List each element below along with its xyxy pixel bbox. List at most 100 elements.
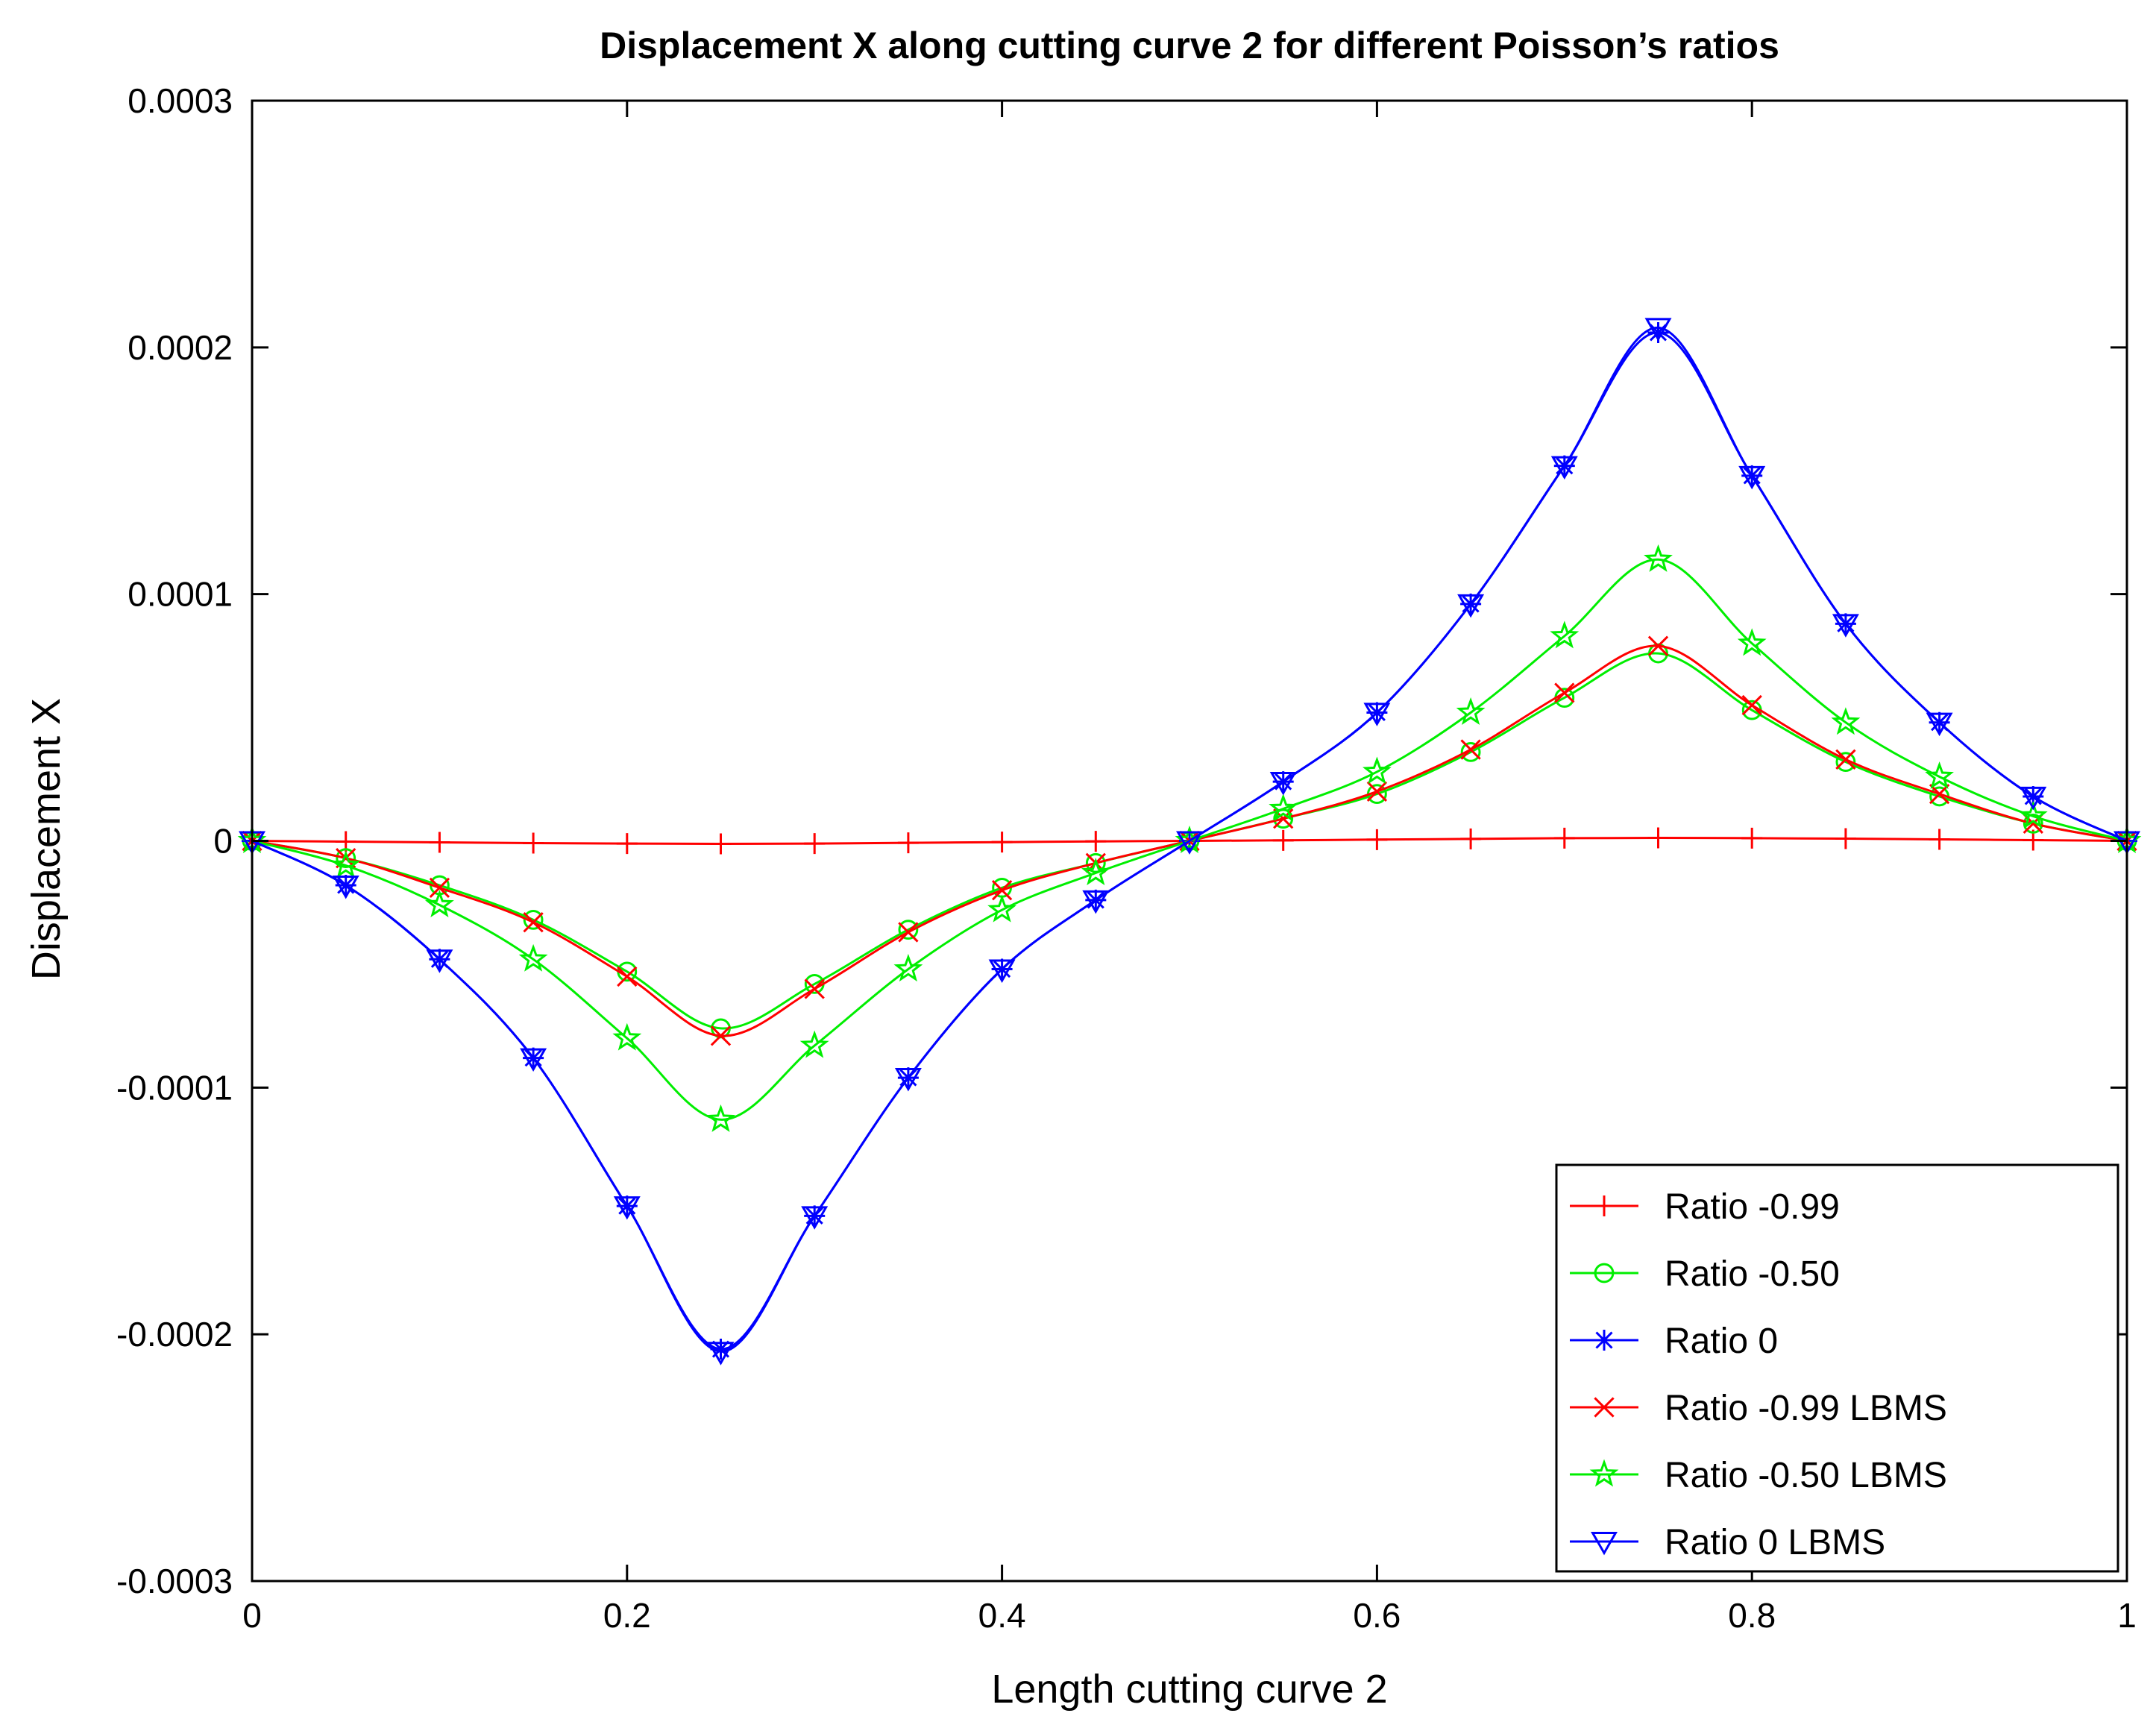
data-point <box>988 959 1016 983</box>
legend-label: Ratio -0.99 <box>1665 1187 1840 1227</box>
legend-label: Ratio 0 <box>1665 1322 1778 1361</box>
data-point <box>1741 827 1763 849</box>
data-point <box>1831 707 1861 735</box>
data-point <box>1647 827 1669 849</box>
data-point <box>1272 829 1294 851</box>
data-point <box>1460 742 1481 762</box>
data-point <box>710 1339 732 1360</box>
data-point <box>518 943 548 972</box>
data-point <box>801 1206 829 1230</box>
data-point <box>426 949 453 973</box>
legend-label: Ratio -0.50 <box>1665 1254 1840 1294</box>
legend-marker <box>1594 1263 1615 1283</box>
legend-marker <box>1594 1330 1615 1351</box>
data-point <box>429 832 450 853</box>
legend-marker <box>1589 1459 1619 1487</box>
data-point <box>1644 544 1673 572</box>
x-tick-label: 0.6 <box>1353 1596 1401 1635</box>
data-point <box>332 876 359 899</box>
y-tick-label: 0.0002 <box>128 328 233 367</box>
data-point <box>991 832 1013 853</box>
data-point <box>1929 783 1950 805</box>
data-point <box>1835 828 1856 849</box>
data-point <box>331 850 361 879</box>
data-point <box>1085 831 1107 852</box>
chart-title: Displacement X along cutting curve 2 for… <box>600 25 1779 66</box>
data-point <box>706 1104 735 1132</box>
data-point <box>1082 890 1110 914</box>
data-point <box>1269 794 1298 821</box>
axes: 0 0.2 0.4 0.6 0.8 1 -0.0003 -0.0002 -0.0001 0 0.00… <box>116 81 2137 1635</box>
data-point <box>424 890 454 917</box>
data-point <box>987 894 1017 923</box>
data-point <box>1366 781 1388 802</box>
y-tick-label: 0.0001 <box>128 575 233 614</box>
legend-marker <box>1594 1397 1615 1418</box>
data-point <box>520 1048 547 1072</box>
data-point <box>2020 786 2047 811</box>
data-point <box>523 912 544 933</box>
data-point <box>1835 749 1856 770</box>
data-point <box>898 922 919 943</box>
data-point <box>429 877 450 899</box>
legend-label: Ratio -0.99 LBMS <box>1665 1389 1947 1428</box>
x-tick-label: 0.2 <box>603 1596 651 1635</box>
y-axis-label: Displacement X <box>24 698 69 980</box>
data-point <box>710 833 732 855</box>
data-point <box>1832 614 1859 638</box>
data-point <box>1926 712 1953 737</box>
y-tick-label: -0.0001 <box>116 1068 233 1107</box>
data-point <box>1553 827 1575 849</box>
legend-entry: Ratio -0.99 <box>1570 1187 1840 1227</box>
legend-entry: Ratio -0.50 <box>1570 1254 1840 1294</box>
data-point <box>893 954 923 982</box>
data-point <box>1741 694 1762 716</box>
data-point <box>2023 813 2043 834</box>
data-point <box>897 832 919 854</box>
data-point <box>799 1030 829 1058</box>
data-point <box>612 1022 642 1051</box>
data-point <box>991 880 1013 901</box>
data-point <box>336 848 356 869</box>
legend: Ratio -0.99 Ratio -0.50 Ratio 0 Ratio -0.99… <box>1555 1163 2119 1573</box>
data-point <box>894 1068 922 1092</box>
data-point <box>523 909 544 930</box>
data-point <box>1644 318 1672 342</box>
series-line <box>251 326 2128 1353</box>
data-point <box>1456 697 1486 725</box>
data-point <box>1647 321 1669 343</box>
x-tick-label: 0.8 <box>1728 1596 1776 1635</box>
data-point <box>1460 739 1481 760</box>
data-point <box>2018 800 2048 829</box>
data-point <box>804 833 826 855</box>
x-tick-label: 0 <box>242 1596 262 1635</box>
x-tick-label: 0.4 <box>978 1596 1026 1635</box>
data-point <box>523 832 544 854</box>
data-point <box>1554 682 1575 703</box>
data-point <box>1081 858 1110 885</box>
y-tick-label: -0.0002 <box>116 1315 233 1354</box>
data-point <box>1362 756 1392 785</box>
data-point <box>1176 831 1203 855</box>
y-tick-label: -0.0003 <box>116 1562 233 1600</box>
legend-marker <box>1594 1195 1615 1216</box>
legend-entry: Ratio 0 <box>1570 1322 1778 1361</box>
data-point <box>1737 628 1767 656</box>
data-point <box>1550 620 1580 649</box>
data-point <box>898 920 919 940</box>
y-tick-label: 0.0003 <box>128 81 233 120</box>
data-point <box>1550 456 1578 480</box>
legend-marker <box>1591 1531 1618 1556</box>
legend-box <box>1555 1163 2119 1573</box>
data-point <box>1738 465 1766 490</box>
data-point <box>1647 635 1669 656</box>
series-ratio-0-lbms <box>239 318 2140 1366</box>
x-axis-label: Length cutting curve 2 <box>991 1667 1387 1712</box>
data-point <box>1269 772 1297 796</box>
legend-label: Ratio 0 LBMS <box>1665 1523 1885 1562</box>
data-point <box>1363 703 1391 726</box>
legend-entry: Ratio -0.50 LBMS <box>1570 1456 1947 1495</box>
data-point <box>1929 829 1950 850</box>
legend-entry: Ratio -0.99 LBMS <box>1570 1389 1947 1428</box>
